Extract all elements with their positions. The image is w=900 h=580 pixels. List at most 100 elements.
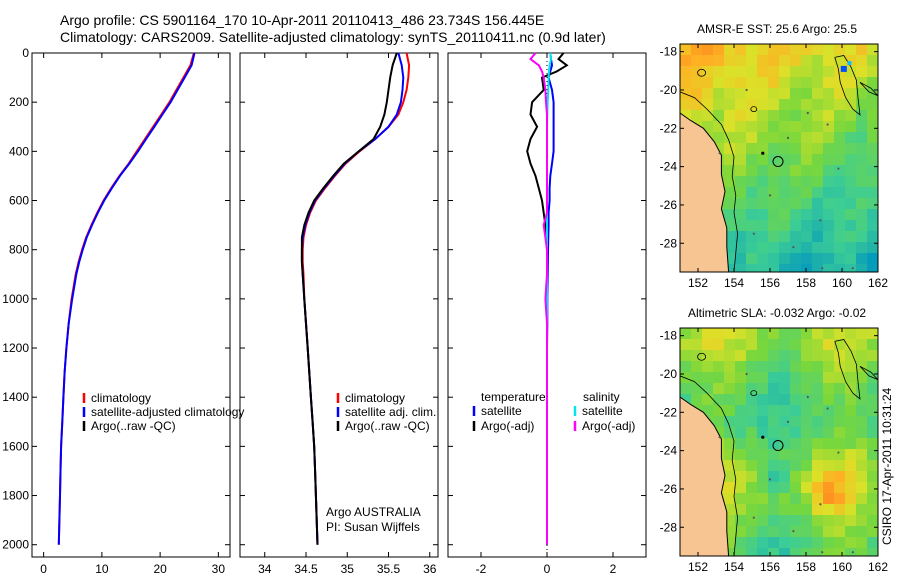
map-frame — [679, 43, 879, 273]
map-cell — [845, 427, 857, 439]
map-cell — [779, 482, 791, 494]
map-cell — [812, 493, 824, 505]
map-cell — [779, 143, 791, 155]
map-cell — [834, 165, 846, 177]
map-cell — [768, 242, 780, 254]
legend-sal-argo-label: Argo(-adj) — [582, 419, 635, 433]
x-tick-label: 160 — [832, 560, 852, 574]
map-cell — [768, 176, 780, 188]
map-cell — [856, 231, 868, 243]
map-cell — [768, 328, 780, 340]
series-line-0 — [57, 52, 195, 545]
map-cell — [724, 264, 736, 272]
map-cell — [823, 515, 835, 527]
y-tick-label: 800 — [9, 243, 29, 257]
map-cell — [713, 350, 725, 362]
map-cell — [757, 198, 769, 210]
map-cell — [845, 515, 857, 527]
map-cell — [724, 405, 736, 417]
map-cell — [735, 449, 747, 461]
map-cell — [713, 143, 725, 155]
map-cell — [779, 44, 791, 56]
map-cell — [845, 493, 857, 505]
map-cell — [823, 220, 835, 232]
map-cell — [856, 405, 868, 417]
map-cell — [812, 99, 824, 111]
map-cell — [691, 383, 703, 395]
map-cell — [713, 77, 725, 89]
map-cell — [713, 372, 725, 384]
map-cell — [724, 449, 736, 461]
map-cell — [856, 154, 868, 166]
map-cell — [867, 416, 878, 428]
map-cell — [845, 198, 857, 210]
map-cell — [834, 110, 846, 122]
map-cell — [768, 165, 780, 177]
map-cell — [746, 405, 758, 417]
map-cell — [812, 176, 824, 188]
map-cell — [790, 198, 802, 210]
other-profile-dot — [819, 503, 822, 506]
map-cell — [735, 77, 747, 89]
map-cell — [702, 350, 714, 362]
map-cell — [845, 548, 857, 556]
map-cell — [713, 328, 725, 340]
map-cell — [790, 165, 802, 177]
map-cell — [790, 121, 802, 133]
map-cell — [779, 132, 791, 144]
map-cell — [823, 339, 835, 351]
map-cell — [845, 143, 857, 155]
y-tick-label: 1200 — [2, 341, 29, 355]
map-cell — [713, 110, 725, 122]
map-cell — [768, 394, 780, 406]
y-tick-label: -22 — [660, 121, 678, 135]
map-cell — [823, 416, 835, 428]
map-cell — [768, 132, 780, 144]
map-cell — [702, 66, 714, 78]
map-cell — [845, 77, 857, 89]
map-cell — [845, 66, 857, 78]
map-cell — [724, 482, 736, 494]
map-cell — [834, 427, 846, 439]
map-cell — [790, 548, 802, 556]
map-cell — [724, 504, 736, 516]
map-cell — [757, 504, 769, 516]
map-cell — [746, 526, 758, 538]
map-cell — [801, 460, 813, 472]
map-cell — [856, 328, 868, 340]
map-cell — [867, 339, 878, 351]
map-cell — [757, 88, 769, 100]
x-tick-label: 156 — [760, 560, 780, 574]
map-cell — [779, 209, 791, 221]
map-cell — [724, 339, 736, 351]
reef-outline — [834, 339, 861, 400]
reef-outline — [859, 81, 878, 97]
map-cell — [790, 471, 802, 483]
map-cell — [768, 482, 780, 494]
map-cell — [724, 176, 736, 188]
map-cell — [790, 110, 802, 122]
map-cell — [790, 515, 802, 527]
map-cell — [845, 44, 857, 56]
map-cell — [735, 361, 747, 373]
map-cell — [834, 55, 846, 67]
credit-label: CSIRO 17-Apr-2011 10:31:24 — [880, 387, 894, 545]
series-line-1 — [57, 52, 196, 545]
map-cell — [713, 405, 725, 417]
annotation-agency: Argo AUSTRALIA — [326, 505, 421, 519]
map-cell — [801, 427, 813, 439]
map-cell — [680, 44, 692, 56]
map-cell — [867, 198, 878, 210]
x-tick-label: 152 — [688, 560, 708, 574]
map-cell — [702, 88, 714, 100]
map-cell — [735, 187, 747, 199]
map-cell — [735, 372, 747, 384]
map-cell — [867, 405, 878, 417]
map-cell — [823, 55, 835, 67]
map-cell — [746, 55, 758, 67]
map-cell — [768, 231, 780, 243]
map-cell — [845, 449, 857, 461]
map-cell — [735, 264, 747, 272]
map-cell — [834, 99, 846, 111]
other-profile-dot — [752, 516, 755, 519]
